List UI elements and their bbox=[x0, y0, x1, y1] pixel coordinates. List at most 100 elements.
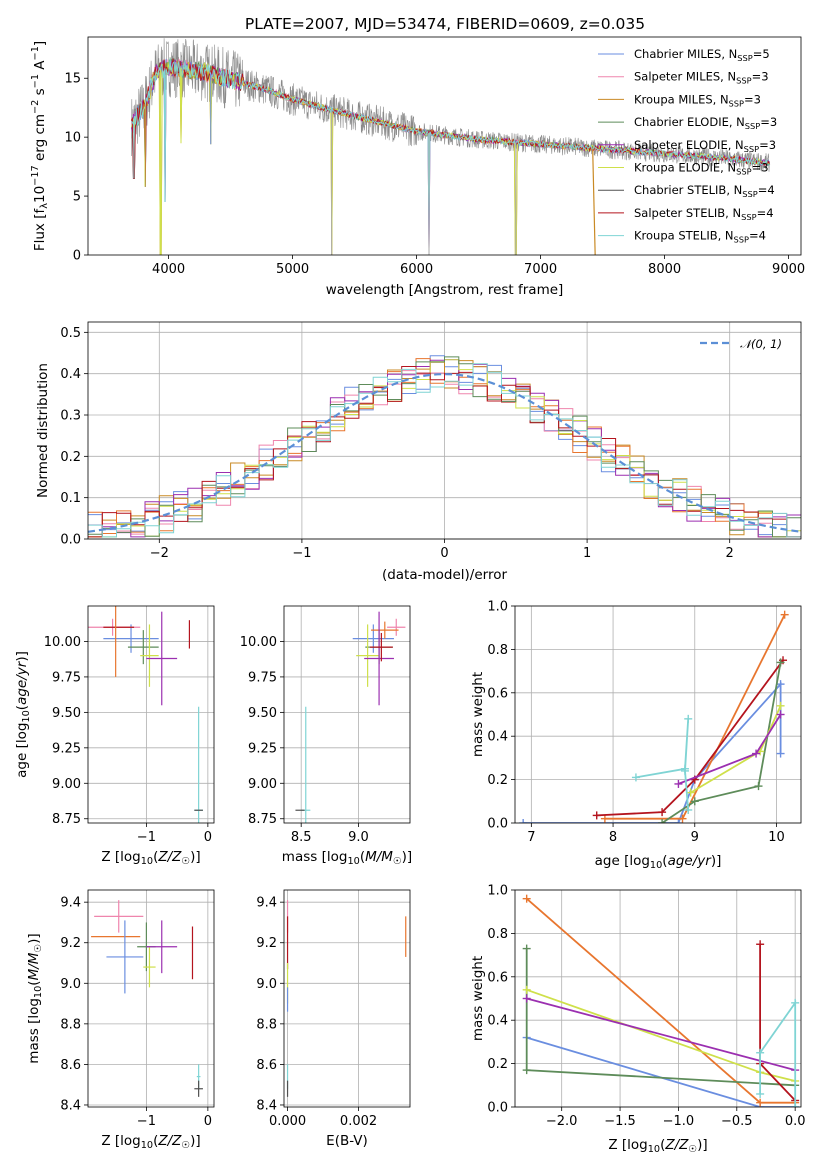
y-tick-label: 9.75 bbox=[52, 670, 81, 685]
axes-frame bbox=[87, 321, 802, 540]
y-tick-label: 0.4 bbox=[60, 367, 81, 382]
y-tick-label: 8.6 bbox=[256, 1058, 277, 1073]
x-tick-label: 0 bbox=[204, 1114, 212, 1129]
x-axis-label: Z [log10(Z/Z☉)] bbox=[101, 849, 200, 867]
axes-mass_vs_EBV: 0.000 0.002 8.4 8.6 8.8 9.0 9.2 9.4 E(B-V) bbox=[256, 889, 411, 1149]
plot-area bbox=[88, 890, 214, 1107]
y-tick-label: 8.4 bbox=[256, 1098, 277, 1113]
plot-marks bbox=[522, 894, 800, 1107]
plot-area bbox=[515, 890, 801, 1107]
y-tick-label: 0.3 bbox=[60, 409, 81, 424]
y-tick-label: 9.0 bbox=[256, 977, 277, 992]
plot-marks bbox=[295, 611, 406, 823]
y-tick-label: 9.4 bbox=[256, 896, 277, 911]
y-tick-label: 9.2 bbox=[256, 936, 277, 951]
spectrum-model-line bbox=[131, 57, 770, 255]
legend-entry: 𝒩(0, 1) bbox=[740, 337, 782, 351]
y-tick-label: 10.00 bbox=[240, 635, 277, 650]
mass-weight-line bbox=[526, 1036, 796, 1107]
y-tick-label: 8.8 bbox=[256, 1017, 277, 1032]
y-tick-label: 5 bbox=[73, 190, 81, 205]
x-tick-label: 7 bbox=[527, 830, 535, 845]
axes-frame bbox=[283, 889, 411, 1108]
mass-weight-line bbox=[759, 999, 797, 1107]
x-tick-label: 0.0 bbox=[785, 1114, 806, 1129]
y-tick-label: 10.00 bbox=[44, 635, 81, 650]
axes-mass_vs_Z: −1 0 8.4 8.6 8.8 9.0 9.2 9.4 Z [log10(Z/Z☉)] mass… bbox=[26, 889, 215, 1151]
y-tick-label: 0.6 bbox=[487, 686, 508, 701]
x-tick-label: −0.5 bbox=[721, 1114, 753, 1129]
x-axis-label: wavelength [Angstrom, rest frame] bbox=[326, 282, 564, 298]
x-tick-label: 0 bbox=[204, 830, 212, 845]
x-tick-label: 8000 bbox=[648, 262, 681, 277]
mass-weight-line bbox=[596, 659, 784, 817]
y-tick-label: 9.25 bbox=[248, 741, 277, 756]
y-tick-label: 0.6 bbox=[487, 970, 508, 985]
axes-age_vs_mass: 8.5 9.0 8.75 9.00 9.25 9.50 9.75 10.00 mass [log… bbox=[240, 605, 412, 867]
grid-lines bbox=[88, 606, 214, 823]
axes-residuals: −2 −1 0 1 2 0.0 0.1 0.2 0.3 0.4 0.5 𝒩(0, 1) (data-mo… bbox=[35, 321, 802, 583]
x-tick-label: −1 bbox=[292, 546, 311, 561]
y-tick-label: 10 bbox=[64, 131, 81, 146]
x-tick-label: −2 bbox=[150, 546, 169, 561]
x-tick-label: −1 bbox=[137, 830, 156, 845]
x-tick-label: 5000 bbox=[276, 262, 309, 277]
y-tick-label: 8.4 bbox=[60, 1098, 81, 1113]
y-tick-label: 0.0 bbox=[60, 533, 81, 548]
y-tick-label: 0.8 bbox=[487, 643, 508, 658]
y-tick-label: 8.75 bbox=[52, 812, 81, 827]
residual-histogram bbox=[88, 363, 801, 538]
axes-mass_weight_vs_age: 7 8 9 10 0.0 0.2 0.4 0.6 0.8 1.0 mass weight age [l… bbox=[470, 600, 802, 871]
spectrum-data-line bbox=[131, 38, 771, 172]
x-tick-label: 4000 bbox=[152, 262, 185, 277]
axes-frame bbox=[283, 605, 411, 824]
figure-title-group: PLATE=2007, MJD=53474, FIBERID=0609, z=0… bbox=[245, 15, 645, 33]
plot-area bbox=[284, 890, 410, 1107]
x-tick-label: 8 bbox=[609, 830, 617, 845]
y-tick-label: 8.6 bbox=[60, 1058, 81, 1073]
x-axis-label: age [log10(age/yr)] bbox=[595, 853, 722, 871]
model-tail bbox=[592, 148, 596, 255]
axes-mass_weight_vs_Z: −2.0 −1.5 −1.0 −0.5 0.0 0.0 0.2 0.4 0.6 0.8 1.0 mas… bbox=[470, 884, 806, 1156]
x-axis-label: mass [log10(M/M☉)] bbox=[282, 849, 412, 867]
plot-marks bbox=[130, 38, 771, 255]
normal-curve bbox=[88, 372, 801, 533]
legend-entry: Salpeter STELIB, NSSP=4 bbox=[634, 206, 774, 222]
y-axis-label: Normed distribution bbox=[35, 363, 51, 498]
x-tick-label: 9.0 bbox=[348, 830, 369, 845]
x-tick-label: 2 bbox=[726, 546, 734, 561]
y-tick-label: 0.2 bbox=[487, 1057, 508, 1072]
x-axis-label: E(B-V) bbox=[326, 1133, 368, 1149]
plot-marks bbox=[88, 355, 801, 538]
x-tick-label: 0.000 bbox=[269, 1114, 306, 1129]
legend-entry: Chabrier ELODIE, NSSP=3 bbox=[634, 115, 777, 131]
legend-entry: Salpeter MILES, NSSP=3 bbox=[634, 70, 769, 86]
y-tick-label: 9.50 bbox=[248, 706, 277, 721]
residual-histogram bbox=[88, 366, 801, 538]
y-tick-label: 9.25 bbox=[52, 741, 81, 756]
plot-marks bbox=[286, 900, 407, 1097]
y-tick-label: 9.4 bbox=[60, 896, 81, 911]
y-tick-label: 9.2 bbox=[60, 936, 81, 951]
plot-marks bbox=[88, 606, 203, 823]
x-tick-label: 1 bbox=[583, 546, 591, 561]
mass-weight-line bbox=[526, 997, 796, 1071]
x-tick-label: −2.0 bbox=[546, 1114, 578, 1129]
grid-lines bbox=[284, 606, 410, 823]
x-tick-label: 9 bbox=[691, 830, 699, 845]
y-tick-label: 1.0 bbox=[487, 884, 508, 899]
legend-entry: Chabrier MILES, NSSP=5 bbox=[634, 47, 770, 63]
spectrum-model-line bbox=[130, 61, 770, 255]
figure-title: PLATE=2007, MJD=53474, FIBERID=0609, z=0… bbox=[245, 15, 645, 33]
x-tick-label: 0 bbox=[440, 546, 448, 561]
x-tick-label: 9000 bbox=[772, 262, 805, 277]
y-tick-label: 0.2 bbox=[487, 773, 508, 788]
y-tick-label: 15 bbox=[64, 72, 81, 87]
y-tick-label: 8.8 bbox=[60, 1017, 81, 1032]
x-tick-label: −1.0 bbox=[663, 1114, 695, 1129]
axes-frame bbox=[87, 605, 215, 824]
y-tick-label: 0.0 bbox=[487, 817, 508, 832]
axes-frame bbox=[514, 889, 802, 1108]
